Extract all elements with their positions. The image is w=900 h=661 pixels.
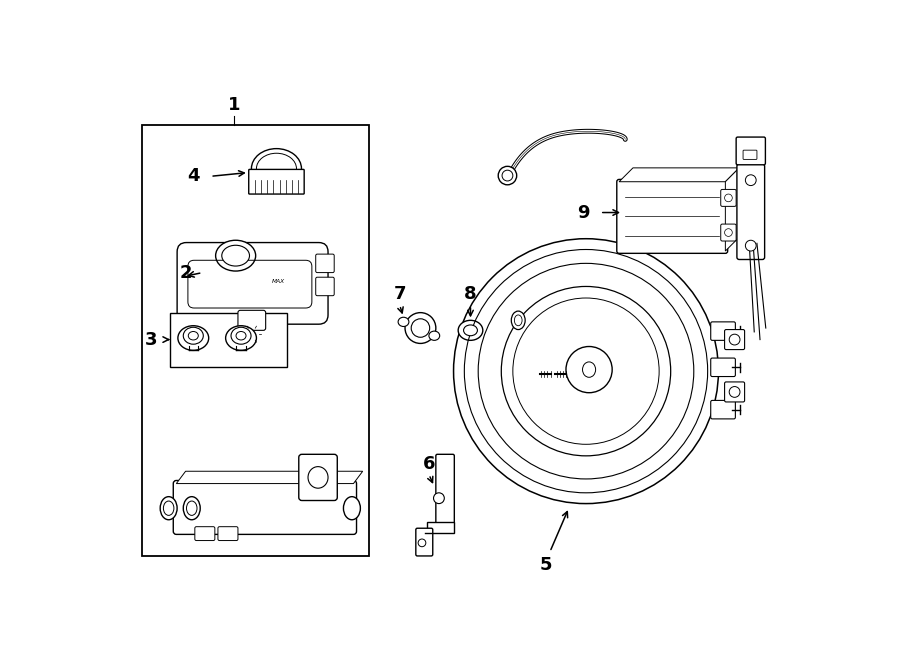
Ellipse shape	[511, 311, 526, 330]
Circle shape	[729, 387, 740, 397]
Ellipse shape	[160, 496, 177, 520]
Text: 8: 8	[464, 285, 477, 303]
Circle shape	[724, 229, 733, 237]
Ellipse shape	[188, 332, 198, 340]
Polygon shape	[176, 471, 363, 484]
Text: 7: 7	[393, 285, 406, 303]
FancyBboxPatch shape	[316, 254, 334, 272]
Polygon shape	[619, 168, 739, 182]
Polygon shape	[725, 168, 739, 251]
FancyBboxPatch shape	[616, 179, 728, 253]
Ellipse shape	[184, 496, 200, 520]
FancyBboxPatch shape	[416, 528, 433, 556]
Ellipse shape	[236, 332, 246, 340]
FancyBboxPatch shape	[436, 454, 454, 525]
Text: 9: 9	[577, 204, 590, 221]
Text: 5: 5	[540, 556, 553, 574]
Text: 3: 3	[145, 330, 158, 348]
Bar	[141, 125, 369, 556]
Circle shape	[405, 313, 436, 344]
Text: 6: 6	[423, 455, 436, 473]
Ellipse shape	[251, 149, 302, 188]
Ellipse shape	[458, 321, 482, 340]
Circle shape	[501, 286, 670, 456]
Ellipse shape	[178, 326, 209, 350]
FancyBboxPatch shape	[238, 310, 266, 330]
Circle shape	[729, 334, 740, 345]
FancyBboxPatch shape	[737, 164, 765, 260]
Ellipse shape	[221, 245, 249, 266]
FancyBboxPatch shape	[299, 454, 338, 500]
FancyBboxPatch shape	[248, 169, 304, 194]
FancyBboxPatch shape	[711, 322, 735, 340]
Circle shape	[745, 175, 756, 186]
Ellipse shape	[184, 327, 203, 344]
FancyBboxPatch shape	[724, 330, 744, 350]
Circle shape	[454, 239, 718, 504]
Ellipse shape	[308, 467, 328, 488]
Ellipse shape	[429, 331, 440, 340]
FancyBboxPatch shape	[316, 277, 334, 295]
Ellipse shape	[464, 325, 477, 336]
Circle shape	[411, 319, 429, 337]
Ellipse shape	[164, 501, 174, 516]
Text: 4: 4	[187, 167, 200, 185]
FancyBboxPatch shape	[194, 527, 215, 541]
FancyBboxPatch shape	[174, 481, 356, 534]
Ellipse shape	[344, 496, 360, 520]
Circle shape	[434, 493, 445, 504]
Circle shape	[418, 539, 426, 547]
Ellipse shape	[398, 317, 409, 327]
FancyBboxPatch shape	[736, 137, 765, 165]
Text: 1: 1	[228, 96, 240, 114]
Bar	[170, 313, 287, 367]
Ellipse shape	[515, 315, 522, 326]
Ellipse shape	[582, 362, 596, 377]
FancyBboxPatch shape	[711, 358, 735, 377]
Circle shape	[724, 194, 733, 202]
FancyBboxPatch shape	[218, 527, 238, 541]
Circle shape	[745, 240, 756, 251]
Ellipse shape	[231, 327, 251, 344]
Circle shape	[499, 167, 517, 185]
Circle shape	[566, 346, 612, 393]
FancyBboxPatch shape	[711, 401, 735, 419]
Text: 2: 2	[179, 264, 192, 282]
Polygon shape	[427, 522, 454, 533]
Ellipse shape	[186, 501, 197, 516]
FancyBboxPatch shape	[721, 224, 736, 241]
Ellipse shape	[256, 153, 296, 184]
FancyBboxPatch shape	[721, 190, 736, 206]
FancyBboxPatch shape	[743, 150, 757, 159]
FancyBboxPatch shape	[177, 243, 328, 324]
FancyBboxPatch shape	[724, 382, 744, 402]
Ellipse shape	[216, 240, 256, 271]
Text: MAX: MAX	[272, 280, 285, 284]
Ellipse shape	[226, 326, 256, 350]
